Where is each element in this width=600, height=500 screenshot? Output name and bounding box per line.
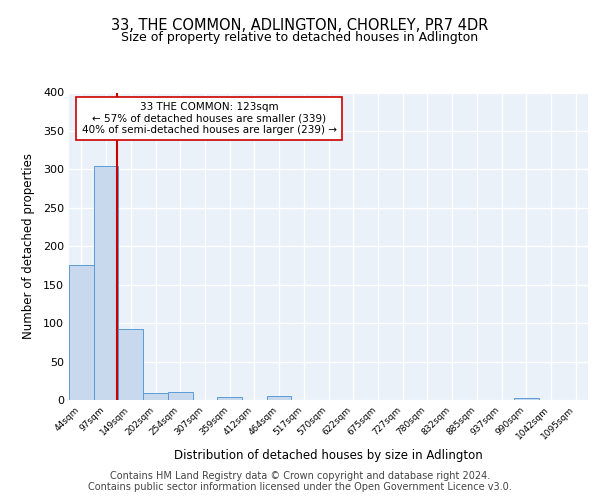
Text: 33, THE COMMON, ADLINGTON, CHORLEY, PR7 4DR: 33, THE COMMON, ADLINGTON, CHORLEY, PR7 … <box>112 18 488 32</box>
Bar <box>94 166 118 400</box>
X-axis label: Distribution of detached houses by size in Adlington: Distribution of detached houses by size … <box>174 450 483 462</box>
Text: Contains HM Land Registry data © Crown copyright and database right 2024.
Contai: Contains HM Land Registry data © Crown c… <box>88 471 512 492</box>
Bar <box>118 330 143 400</box>
Bar <box>168 392 193 400</box>
Text: 33 THE COMMON: 123sqm
← 57% of detached houses are smaller (339)
40% of semi-det: 33 THE COMMON: 123sqm ← 57% of detached … <box>82 102 337 135</box>
Bar <box>69 264 94 400</box>
Y-axis label: Number of detached properties: Number of detached properties <box>22 153 35 339</box>
Bar <box>514 398 539 400</box>
Bar <box>267 396 292 400</box>
Text: Size of property relative to detached houses in Adlington: Size of property relative to detached ho… <box>121 31 479 44</box>
Bar <box>217 397 242 400</box>
Bar <box>143 393 168 400</box>
